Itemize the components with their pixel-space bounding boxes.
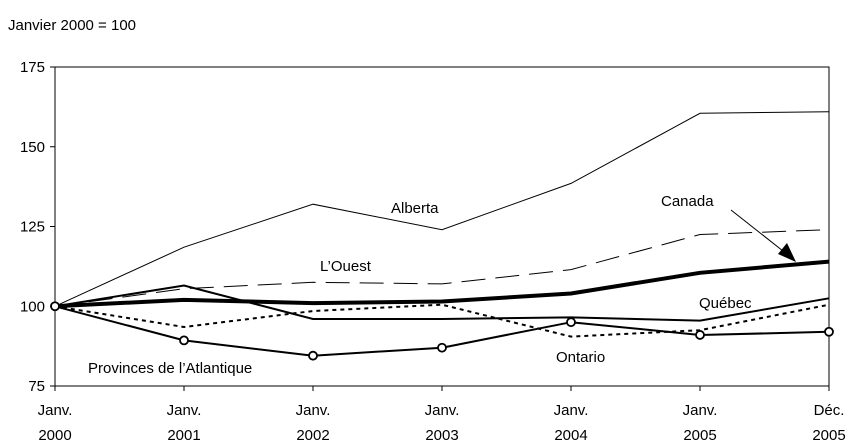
x-axis: Janv. 2000 Janv. 2001 Janv. 2002 Janv. 2003 Janv… [38,386,846,443]
data-point-provinces-de-l-atlantique [824,326,834,337]
x-tick-label-line2: 2005 [683,427,716,443]
x-tick-label-line1: Déc. [814,402,845,419]
y-tick-label: 100 [20,298,45,315]
data-point-provinces-de-l-atlantique [308,350,318,361]
x-tick-label-line2: 2005 [812,427,845,443]
series-line-alberta [54,111,830,307]
x-tick-label-line2: 2004 [554,427,587,443]
label-ontario: Ontario [556,349,605,366]
y-tick-label: 175 [20,59,45,76]
series-layer [54,111,830,357]
x-tick-label-line2: 2001 [167,427,200,443]
x-tick-label-line2: 2002 [296,427,329,443]
series-line-l-ouest [54,229,830,307]
x-tick-label-line1: Janv. [167,402,202,419]
y-axis: 75 100 125 150 175 [20,59,55,395]
x-tick-label-line1: Janv. [554,402,589,419]
label-ouest: L’Ouest [320,258,372,275]
data-point-provinces-de-l-atlantique [50,301,60,312]
data-point-provinces-de-l-atlantique [437,342,447,353]
x-tick-label-line1: Janv. [683,402,718,419]
data-point-provinces-de-l-atlantique [695,330,705,340]
canada-arrow-head [778,243,796,262]
series-line-canada [54,259,830,309]
x-tick-label-line2: 2003 [425,427,458,443]
data-point-provinces-de-l-atlantique [179,335,189,346]
x-tick-label-line2: 2000 [38,427,71,443]
x-tick-label-line1: Janv. [425,402,460,419]
data-point-provinces-de-l-atlantique [566,317,576,328]
canada-arrow-line [730,209,784,252]
series-line-qu-bec [54,284,830,322]
label-atlantique: Provinces de l’Atlantique [88,360,252,377]
x-tick-label-line1: Janv. [38,402,73,419]
y-tick-label: 75 [28,378,45,395]
label-alberta: Alberta [391,200,439,217]
label-quebec: Québec [699,295,752,312]
label-canada: Canada [661,193,714,210]
markers-layer [50,301,834,361]
unit-label: Janvier 2000 = 100 [8,17,136,34]
plot-frame [54,66,830,387]
x-tick-label-line1: Janv. [296,402,331,419]
y-tick-label: 150 [20,139,45,156]
y-tick-label: 125 [20,219,45,236]
